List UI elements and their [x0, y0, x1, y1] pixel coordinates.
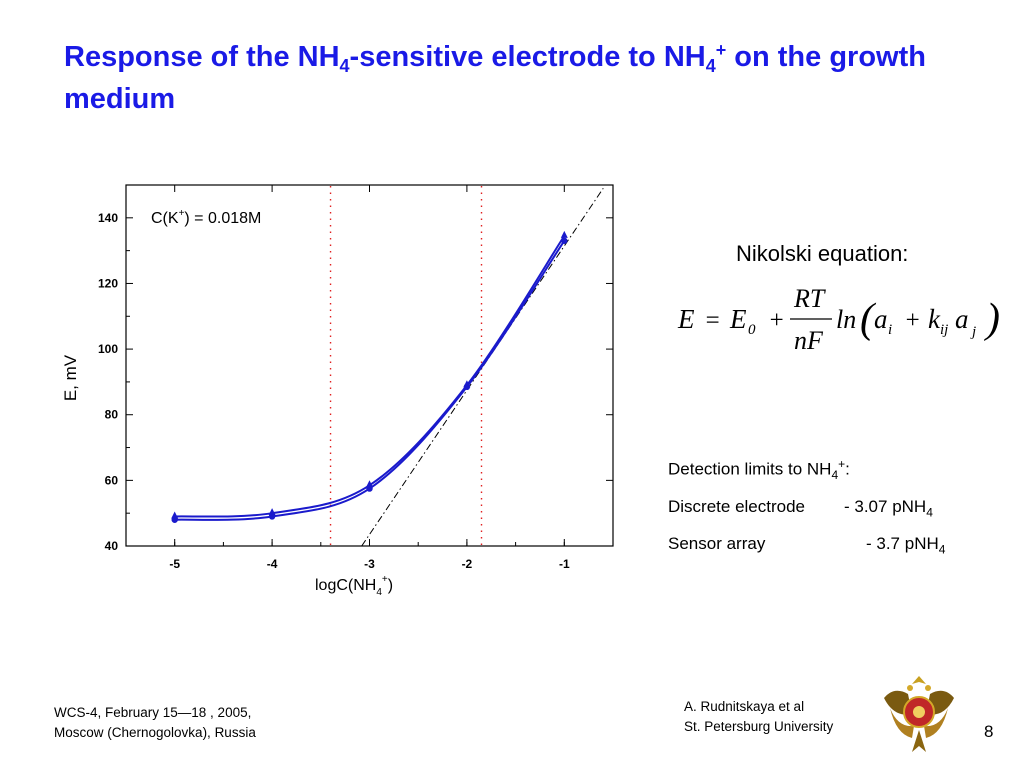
y-tick-label: 80	[105, 408, 119, 422]
eq-k-sub: ij	[940, 322, 948, 338]
eq-ln: ln	[836, 305, 856, 334]
footer-authors: A. Rudnitskaya et al St. Petersburg Univ…	[684, 699, 834, 734]
eq-i-sub: i	[888, 322, 892, 338]
eq-denominator: nF	[794, 326, 824, 355]
detection-row-array: Sensor array - 3.7 pNH4	[668, 534, 946, 557]
detection-limits: Detection limits to NH4+: Discrete elect…	[668, 448, 945, 566]
eq-paren-open: (	[860, 296, 877, 342]
series-point	[171, 511, 179, 519]
y-tick-label: 60	[105, 473, 119, 487]
chart-annotation: C(K+) = 0.018M	[151, 208, 261, 227]
series-point	[561, 237, 568, 244]
series-point	[366, 485, 373, 492]
university-seal-icon	[884, 676, 954, 752]
x-axis-label: logC(NH4+)	[315, 574, 393, 598]
eq-plus-2: +	[904, 307, 921, 334]
eq-k: k	[928, 304, 941, 334]
eq-plus: +	[768, 307, 785, 334]
series-point	[268, 513, 276, 520]
y-tick-label: 120	[98, 276, 118, 290]
y-tick-label: 140	[98, 211, 118, 225]
series-point	[268, 508, 276, 516]
eq-paren-close: )	[984, 296, 1000, 342]
eq-e0: E	[729, 304, 747, 334]
series-line	[174, 240, 566, 521]
x-tick-label: -5	[169, 557, 180, 571]
plot-frame	[125, 184, 614, 547]
eq-a-j: a	[955, 304, 969, 334]
x-tick-label: -2	[462, 557, 473, 571]
series-point	[560, 230, 568, 238]
x-tick-label: -3	[364, 557, 375, 571]
series-line	[174, 235, 566, 518]
y-tick-label: 40	[105, 539, 119, 553]
eq-a-i: a	[874, 304, 888, 334]
detection-heading: Detection limits to NH4+:	[668, 457, 850, 483]
eq-e0-sub: 0	[748, 322, 756, 338]
y-axis-label: E, mV	[61, 354, 80, 401]
nikolski-equation: E = E 0 + RT nF ln ( a i + k ij a j )	[677, 284, 1000, 355]
eq-j-sub: j	[970, 324, 976, 340]
eq-lhs: E	[677, 304, 695, 334]
series-point	[171, 516, 178, 523]
nikolski-heading: Nikolski equation:	[736, 241, 909, 266]
series-point	[366, 480, 373, 488]
page-number: 8	[984, 722, 994, 741]
x-tick-label: -4	[267, 557, 278, 571]
series-point	[463, 383, 471, 391]
detection-row-discrete: Discrete electrode - 3.07 pNH4	[668, 497, 933, 520]
slide-title: Response of the NH4-sensitive electrode …	[64, 40, 926, 115]
x-tick-label: -1	[559, 557, 570, 571]
footer-conference: WCS-4, February 15—18 , 2005, Moscow (Ch…	[54, 705, 256, 740]
eq-numerator: RT	[793, 284, 826, 313]
y-tick-label: 100	[98, 342, 118, 356]
eq-equals: =	[704, 307, 721, 334]
